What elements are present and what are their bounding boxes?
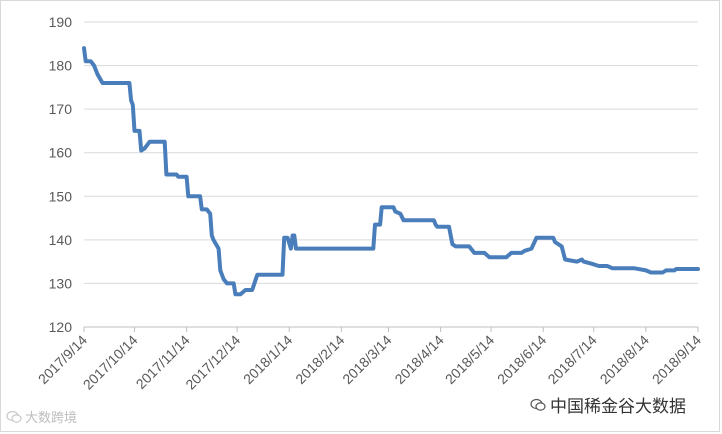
x-tick-label: 2018/9/14 [649, 332, 705, 388]
series-line [82, 46, 700, 297]
y-axis-tick-labels: 120 130 140 150 160 170 180 190 [49, 14, 73, 335]
watermark-left-text: 大数跨境 [25, 410, 78, 425]
x-tick-label: 2018/1/14 [240, 332, 296, 388]
y-tick-label: 120 [49, 319, 73, 335]
y-tick-label: 160 [49, 145, 73, 161]
x-axis-tick-labels: 2017/9/142017/10/142017/11/142017/12/142… [35, 332, 705, 393]
x-tick-label: 2018/8/14 [597, 332, 653, 388]
x-tick-label: 2018/3/14 [339, 332, 395, 388]
watermark-right-text: 中国稀金谷大数据 [550, 397, 686, 416]
wechat-icon [6, 410, 22, 423]
x-tick-label: 2017/10/14 [80, 332, 141, 393]
y-tick-label: 180 [49, 58, 73, 74]
x-tick-label: 2018/7/14 [544, 332, 600, 388]
x-tick-label: 2017/12/14 [182, 332, 243, 393]
series-layer [82, 46, 700, 297]
watermark-left: 大数跨境 [6, 407, 77, 426]
y-tick-label: 140 [49, 232, 73, 248]
watermark-right: 中国稀金谷大数据 [530, 392, 686, 417]
y-tick-label: 130 [49, 275, 73, 291]
y-tick-label: 150 [49, 188, 73, 204]
x-tick-label: 2018/5/14 [442, 332, 498, 388]
y-tick-label: 170 [49, 101, 73, 117]
y-tick-label: 190 [49, 14, 73, 30]
x-tick-label: 2018/2/14 [292, 332, 348, 388]
x-tick-label: 2018/4/14 [391, 332, 447, 388]
wechat-icon [530, 398, 546, 411]
x-tick-label: 2018/6/14 [494, 332, 550, 388]
x-axis [83, 326, 699, 332]
